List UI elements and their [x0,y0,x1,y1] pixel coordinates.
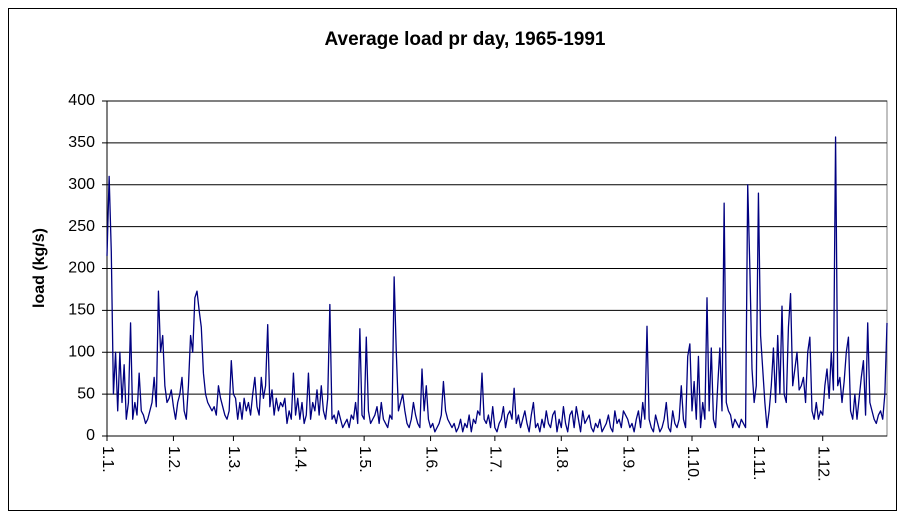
y-tick-label: 200 [68,260,95,277]
x-tick-label: 1.2. [165,446,182,473]
y-tick-label: 50 [77,385,95,402]
x-tick-label: 1.6. [422,446,439,473]
x-tick-label: 1.3. [225,446,242,473]
x-tick-label: 1.12. [814,446,831,482]
y-tick-label: 350 [68,134,95,151]
x-tick-label: 1.5. [356,446,373,473]
x-tick-label: 1.11. [750,446,767,480]
x-tick-label: 1.9. [619,446,636,473]
y-axis-label: load (kg/s) [31,228,48,308]
x-tick-label: 1.4. [292,446,309,473]
y-tick-label: 150 [68,302,95,319]
y-tick-label: 0 [86,427,95,444]
chart-border [8,8,897,511]
x-tick-label: 1.8. [553,446,570,473]
x-tick-label: 1.1. [99,446,116,473]
y-tick-label: 100 [68,343,95,360]
x-tick-label: 1.7. [487,446,504,473]
y-tick-label: 300 [68,176,95,193]
y-tick-label: 250 [68,218,95,235]
x-tick-label: 1.10. [684,446,701,482]
chart-title: Average load pr day, 1965-1991 [325,29,606,50]
data-line [106,136,888,433]
y-tick-label: 400 [68,92,95,109]
